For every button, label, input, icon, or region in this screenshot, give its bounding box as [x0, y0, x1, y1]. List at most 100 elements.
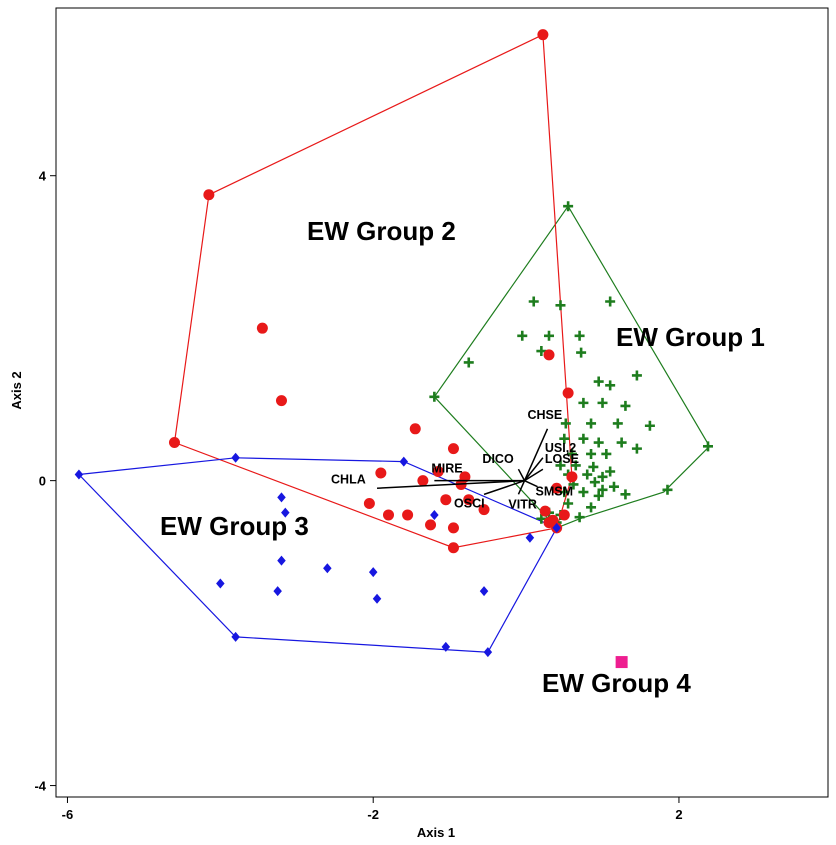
ew-group-1-point [578, 433, 589, 444]
annotation-ew-group-4: EW Group 4 [542, 668, 691, 698]
vector-label-mire: MIRE [431, 462, 462, 476]
ew-group-2-point [539, 505, 551, 517]
ew-group-2-point [256, 322, 268, 334]
x-tick-label: 2 [675, 807, 682, 822]
ew-group-1-point [593, 437, 604, 448]
ew-group-2-point [275, 395, 287, 407]
ew-group-1-point [570, 460, 581, 471]
ew-group-1-point [588, 461, 599, 472]
ew-group-1-point [544, 330, 555, 341]
vector-label-chla: CHLA [331, 472, 366, 486]
ew-group-3-point [277, 555, 286, 566]
ew-group-2-point [447, 542, 459, 554]
ew-group-1-point [612, 418, 623, 429]
ew-group-1-point [536, 346, 547, 357]
ew-group-1-point [597, 397, 608, 408]
data-points [74, 29, 713, 669]
ew-group-2-point [551, 482, 563, 494]
ew-group-1-point [586, 418, 597, 429]
vector-usi-2 [523, 457, 544, 482]
ew-group-1-point [559, 487, 570, 498]
ew-group-1-point [463, 357, 474, 368]
ew-group-2-point [558, 509, 570, 521]
ew-group-1-point [578, 397, 589, 408]
ew-group-2-point [543, 517, 555, 529]
ew-group-1-point [702, 441, 713, 452]
annotation-ew-group-2: EW Group 2 [307, 216, 456, 246]
ew-group-2-point [417, 475, 429, 487]
ew-group-3-hull [77, 457, 558, 653]
ew-group-1-point [582, 469, 593, 480]
vector-label-chse: CHSE [527, 408, 562, 422]
vector-label-dico: DICO [482, 452, 514, 466]
ew-group-2-point [168, 437, 180, 449]
ew-group-1-point [597, 471, 608, 482]
plot-frame [55, 7, 829, 798]
vector-dico [517, 468, 526, 481]
ew-group-1-point [608, 481, 619, 492]
ew-group-3-point [552, 522, 561, 533]
x-tick-label: -6 [62, 807, 74, 822]
vector-vitr [517, 480, 526, 495]
ew-group-2-point [447, 443, 459, 455]
vector-chse [523, 428, 549, 481]
y-tick-label: 4 [39, 169, 47, 184]
ew-group-1-point [528, 296, 539, 307]
y-axis-title: Axis 2 [9, 371, 24, 409]
ew-group-1-point [586, 502, 597, 513]
ew-group-2-point [409, 423, 421, 435]
ew-group-1-point [605, 380, 616, 391]
vector-label-osci: OSCI [454, 496, 485, 510]
ew-group-1-point [601, 448, 612, 459]
ew-group-1-point [578, 487, 589, 498]
annotation-ew-group-1: EW Group 1 [616, 322, 765, 352]
y-tick-label: -4 [34, 779, 46, 794]
ew-group-1-point [429, 391, 440, 402]
ew-group-1-point [517, 330, 528, 341]
ew-group-3-point [430, 509, 439, 520]
ew-group-1-point [563, 498, 574, 509]
ew-group-3-point [277, 492, 286, 503]
ew-group-1-point [597, 484, 608, 495]
vector-label-usi-2: USI,2 [545, 441, 576, 455]
ew-group-3-point [399, 456, 409, 467]
ew-group-2-point [478, 504, 490, 516]
ew-group-3-point [479, 586, 489, 597]
ew-group-1-point [574, 330, 585, 341]
ew-group-3-point [281, 507, 290, 518]
ew-group-2-point [425, 519, 437, 531]
ew-group-1-point [536, 513, 547, 524]
vector-label-smsm: SMSM [536, 485, 574, 499]
ew-group-1-point [644, 420, 655, 431]
plot-border [55, 7, 829, 798]
vector-chla [376, 479, 525, 490]
vector-osci [483, 479, 525, 496]
ew-group-2-point [562, 387, 574, 399]
ew-group-1-point [593, 490, 604, 501]
ew-group-3-point [441, 641, 451, 652]
ew-group-2-point [203, 189, 215, 201]
ew-group-3-point [231, 452, 240, 463]
x-tick-label: -2 [367, 807, 379, 822]
ew-group-3-point [368, 567, 378, 578]
ew-group-1-point [616, 437, 627, 448]
ew-group-1-point [620, 400, 631, 411]
ew-group-4-point [615, 656, 628, 669]
ew-group-1-point [593, 376, 604, 387]
ew-group-1-point [631, 370, 642, 381]
ew-group-1-point [574, 512, 585, 523]
ew-group-1-point [576, 347, 587, 358]
y-tick-label: 0 [39, 474, 46, 489]
ew-group-2-point [382, 509, 394, 521]
ew-group-3-point [273, 586, 282, 597]
ew-group-3-point [525, 532, 535, 543]
ew-group-1-point [566, 448, 577, 459]
ew-group-2-point [440, 494, 452, 506]
ew-group-1-point [662, 484, 673, 495]
ew-group-3-point [483, 647, 493, 658]
vector-lose [524, 468, 544, 482]
ew-group-1-point [586, 448, 597, 459]
group-annotations: EW Group 1 EW Group 2 EW Group 3 EW Group 4 [160, 216, 765, 698]
ew-group-3-point [216, 578, 225, 589]
ew-group-1-point [605, 296, 616, 307]
